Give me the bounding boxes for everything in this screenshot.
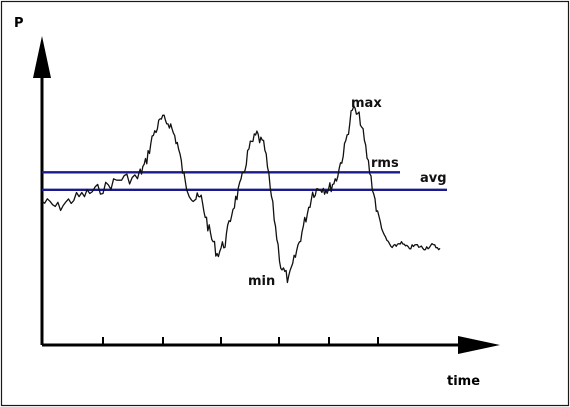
min-annotation: min [248,274,275,289]
rms-annotation: rms [371,156,399,171]
avg-annotation: avg [420,171,447,186]
signal-trace [41,105,441,284]
x-axis-label: time [447,374,480,389]
y-axis-arrowhead [33,36,51,78]
y-axis-label: P [14,16,24,31]
x-axis-ticks [102,337,379,345]
x-axis-arrowhead [458,336,500,354]
max-annotation: max [351,96,382,111]
